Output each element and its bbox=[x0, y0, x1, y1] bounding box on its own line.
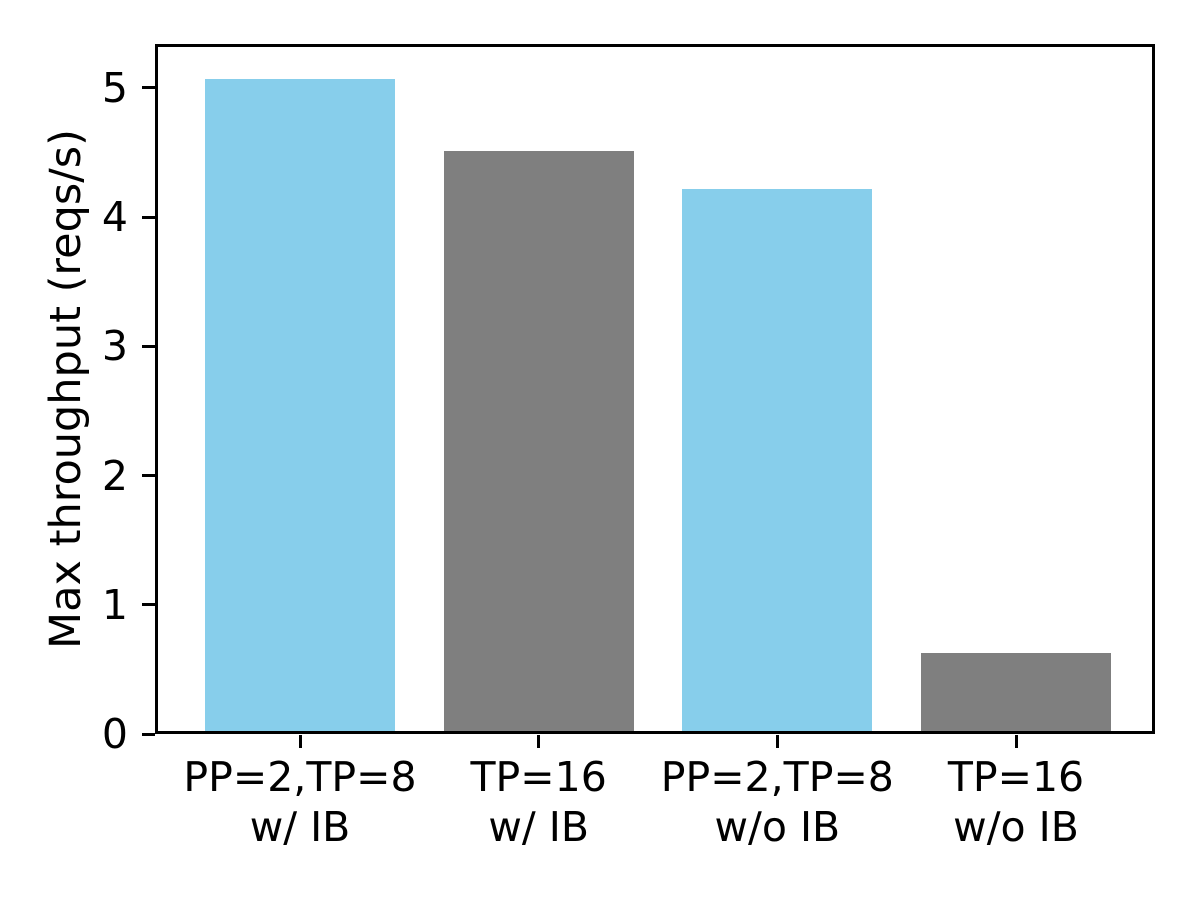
y-tick-3 bbox=[142, 344, 155, 348]
x-tick-label-3: TP=16 w/o IB bbox=[947, 753, 1085, 851]
bar-0 bbox=[205, 78, 395, 734]
y-axis-label: Max throughput (reqs/s) bbox=[41, 129, 91, 649]
x-tick-label-0: PP=2,TP=8 w/ IB bbox=[183, 753, 417, 851]
x-tick-label-2: PP=2,TP=8 w/o IB bbox=[660, 753, 894, 851]
y-tick-2 bbox=[142, 474, 155, 478]
x-tick-label-1: TP=16 w/ IB bbox=[470, 753, 607, 851]
y-tick-label-2: 2 bbox=[101, 451, 128, 500]
bar-1 bbox=[443, 151, 634, 734]
bar-2 bbox=[682, 188, 873, 734]
y-tick-4 bbox=[142, 215, 155, 219]
x-tick-3 bbox=[1014, 735, 1018, 748]
y-tick-label-5: 5 bbox=[101, 63, 128, 112]
y-tick-5 bbox=[142, 86, 155, 90]
x-tick-0 bbox=[298, 735, 302, 748]
y-tick-label-4: 4 bbox=[101, 193, 128, 242]
bar-3 bbox=[921, 652, 1111, 734]
x-tick-2 bbox=[775, 735, 779, 748]
y-tick-label-3: 3 bbox=[101, 322, 128, 371]
y-tick-label-1: 1 bbox=[101, 580, 128, 629]
y-tick-1 bbox=[142, 603, 155, 607]
y-tick-label-0: 0 bbox=[101, 710, 128, 758]
x-tick-1 bbox=[537, 735, 541, 748]
y-tick-0 bbox=[142, 732, 155, 736]
